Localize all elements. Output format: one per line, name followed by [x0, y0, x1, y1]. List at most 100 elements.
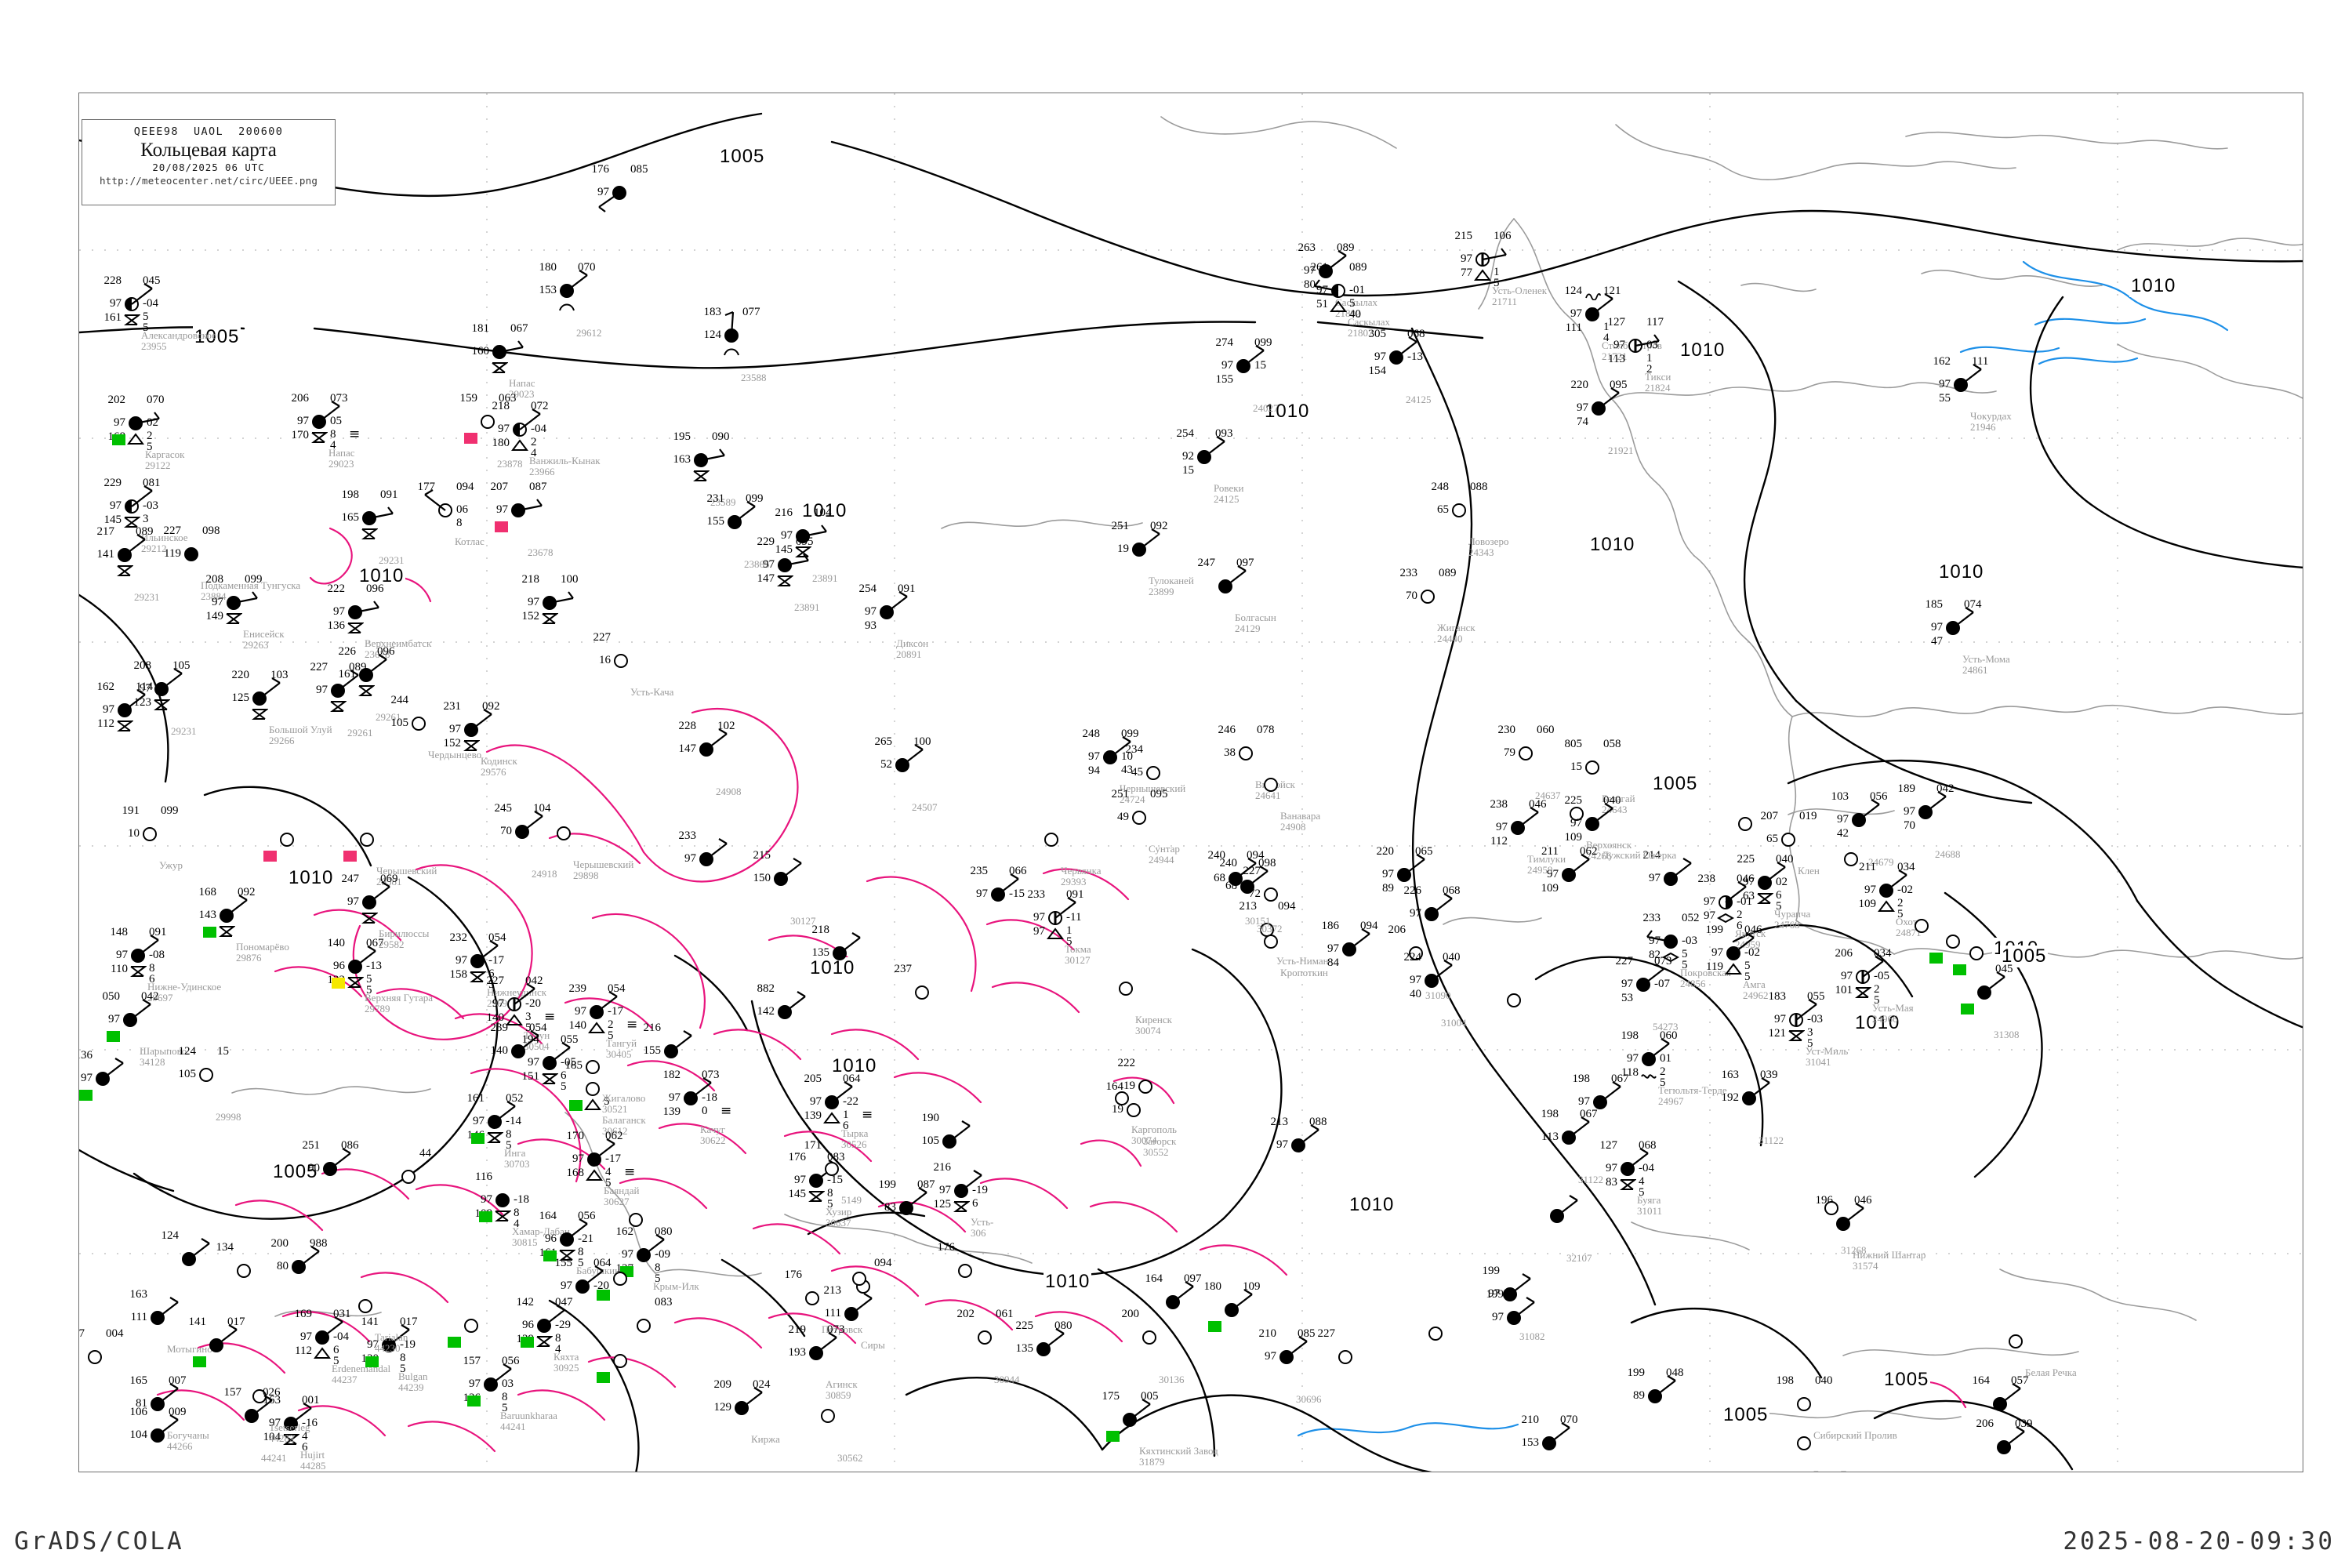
station-wmo-id: 306 [971, 1227, 986, 1239]
station-name-label: Качуг [700, 1123, 726, 1135]
station-cloud-amount-value: 1 [843, 1109, 849, 1121]
station-pressure-value: 042 [525, 975, 543, 987]
station-cloud-amount-value: 5 [604, 1095, 610, 1108]
station-wmo-id: 23865 [744, 558, 770, 570]
wind-barb-icon [741, 1387, 763, 1409]
station-dewpoint-value: 97 [763, 558, 775, 571]
station-temperature-value: 181 [471, 322, 490, 335]
station-wmo-id: 30151 [1245, 915, 1271, 927]
wind-barb-icon [2003, 1426, 2025, 1448]
station-pressure-value: 097 [1184, 1272, 1202, 1285]
station-wmo-id: 30127 [790, 915, 816, 927]
low-cloud-icon [1474, 269, 1491, 281]
station-dewpoint-value: 97 [1931, 621, 1943, 633]
station-cloud-amount-value: 1 [1603, 321, 1610, 333]
cloud-cover-icon [1519, 746, 1533, 760]
station-name-label: Инга [504, 1147, 526, 1159]
cloud-cover-icon [1264, 887, 1278, 902]
station-wmo-id: 29581 [376, 876, 402, 887]
station-cloud-height-value: 5 [143, 321, 149, 334]
station-pressure-tendency-value: 03 [502, 1377, 514, 1390]
station-cloud-height-value: 6 [843, 1120, 849, 1132]
station-wmo-id: 24944 [1149, 854, 1174, 866]
station-pressure-value: 089 [1337, 241, 1355, 254]
precip-marker [365, 1356, 379, 1367]
station-dewpoint-value: 140 [490, 1044, 509, 1057]
station-name-label: Верхоянск [1586, 839, 1632, 851]
station-visibility-value: 170 [291, 429, 310, 441]
station-pressure-value: 077 [742, 306, 760, 318]
station-dewpoint-value: 90 [308, 1162, 320, 1174]
station-cloud-height-value: 5 [525, 1022, 532, 1034]
station-pressure-value: 034 [1897, 861, 1915, 873]
station-pressure-value: 083 [827, 1151, 845, 1163]
station-temperature-value: 210 [1258, 1327, 1277, 1340]
wind-barb-icon [1592, 293, 1613, 315]
station-wmo-id: 24343 [1468, 546, 1494, 558]
low-cloud-icon [1725, 963, 1742, 975]
station-wmo-id: 24966 [1872, 1013, 1898, 1025]
station-cloud-height-value: 5 [366, 984, 372, 996]
station-cloud-height-value: 4 [555, 1343, 561, 1356]
low-cloud-icon [953, 1201, 970, 1212]
station-visibility-value: 104 [263, 1431, 281, 1443]
station-pressure-value: 080 [655, 1225, 673, 1238]
wind-barb-icon [1842, 1203, 1864, 1225]
station-temperature-value: 220 [1570, 379, 1589, 391]
station-pressure-value: 099 [161, 804, 179, 817]
low-cloud-icon [586, 1169, 603, 1181]
station-temperature-value: 216 [933, 1161, 952, 1174]
isobar-label: 1010 [1679, 339, 1727, 361]
cloud-cover-icon [1264, 778, 1278, 792]
station-temperature-value: 106 [129, 1406, 148, 1418]
station-cloud-amount-value: 4 [605, 1166, 612, 1178]
cloud-cover-icon [360, 833, 374, 847]
cloud-cover-icon [1142, 1330, 1156, 1345]
wind-barb-icon [137, 935, 159, 956]
low-cloud-icon [542, 1073, 558, 1084]
station-name-label: Бабушкин [576, 1265, 621, 1276]
cloud-cover-icon [852, 1272, 866, 1286]
station-temperature-value: 199 [878, 1178, 897, 1191]
station-visibility-value: 118 [1621, 1066, 1639, 1079]
map-frame[interactable]: 1005 1010 1010 1010 1005 1010 1010 1010 1010 1010… [78, 93, 2303, 1472]
station-cloud-height-value: 5 [1066, 935, 1073, 948]
station-cloud-amount-value: 6 [561, 1069, 567, 1082]
station-pressure-value: 092 [482, 700, 500, 713]
station-pressure-value: 056 [502, 1355, 520, 1367]
precip-marker [1208, 1321, 1221, 1332]
rivers [1297, 260, 2229, 1437]
station-name-label: Каргасок [145, 448, 185, 460]
station-cloud-height-value: 6 [1737, 920, 1743, 932]
station-wmo-id: 24967 [1658, 1095, 1684, 1107]
station-name-label: Baruunkharaa [500, 1410, 557, 1421]
station-pressure-value: 067 [510, 322, 528, 335]
wind-barb-icon [259, 677, 281, 699]
station-cloud-amount-value: 8 [149, 962, 155, 975]
cloud-cover-icon [805, 1291, 819, 1305]
cloud-cover-icon [613, 1354, 627, 1368]
station-pressure-value: 073 [1654, 955, 1672, 967]
precip-marker [343, 851, 357, 862]
station-temperature-value: 229 [757, 535, 775, 548]
station-pressure-value: 100 [561, 573, 579, 586]
wind-barb-icon [1235, 858, 1257, 880]
station-wmo-id: 23955 [141, 340, 167, 352]
station-name-label: Ужур [159, 859, 183, 871]
station-wmo-id: 23966 [529, 466, 555, 477]
wind-barb-icon [517, 499, 543, 512]
low-cloud-icon [808, 1191, 825, 1202]
isobar-label: 1010 [830, 1055, 879, 1077]
wind-barb-icon [1286, 1336, 1308, 1358]
station-temperature-value: 248 [1431, 481, 1450, 493]
station-pressure-value: 091 [380, 488, 398, 501]
station-name-label: Tsetserleg [269, 1421, 310, 1433]
wind-barb-icon [329, 1148, 351, 1170]
station-name-label: Верхнеимбатск [365, 637, 432, 649]
station-dewpoint-value: 19 [1117, 543, 1129, 555]
station-dewpoint-value: 97 [300, 1330, 312, 1343]
wind-barb-icon [388, 1324, 410, 1346]
wind-barb-icon [1646, 930, 1671, 943]
station-cloud-amount-value: 5 [366, 973, 372, 985]
station-visibility-value: 112 [97, 717, 114, 730]
